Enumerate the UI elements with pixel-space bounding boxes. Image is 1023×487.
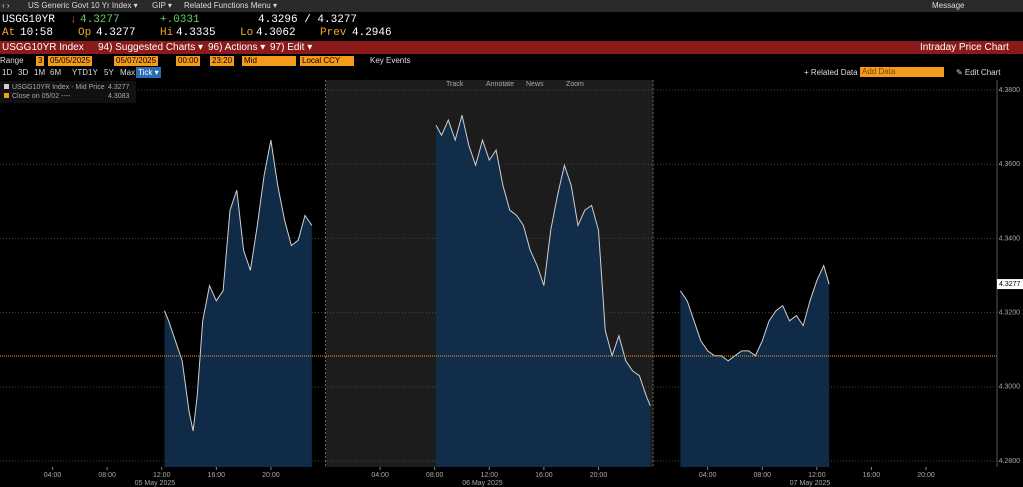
tool[interactable]: Annotate xyxy=(486,81,514,88)
gip-menu[interactable]: GIP ▾ xyxy=(152,1,172,10)
top-bar: ‹ › US Generic Govt 10 Yr Index ▾ GIP ▾ … xyxy=(0,0,1023,12)
area xyxy=(436,115,651,467)
hi: 4.3335 xyxy=(176,27,216,39)
x-tick-label: 16:00 xyxy=(863,472,881,479)
periods: + Related Data Add Data ✎ Edit Chart 1D 3… xyxy=(0,67,1023,78)
hi-label: Hi xyxy=(160,27,174,39)
x-tick-label: 08:00 xyxy=(98,472,116,479)
legend-bg xyxy=(0,81,136,103)
area xyxy=(164,140,312,467)
x-tick-label: 16:00 xyxy=(535,472,553,479)
bid-ask: 4.3296 / 4.3277 xyxy=(258,14,358,26)
line xyxy=(435,115,651,406)
period[interactable]: 1Y xyxy=(88,68,98,77)
edit[interactable]: 97) Edit ▾ xyxy=(270,42,313,53)
legend-value: 4.3083 xyxy=(108,93,130,100)
message[interactable]: Message xyxy=(932,1,965,10)
at: 10:58 xyxy=(20,27,54,39)
period[interactable]: 6M xyxy=(50,68,62,77)
last-price-label: 4.3277 xyxy=(999,281,1021,288)
y-tick-label: 4.3000 xyxy=(999,384,1021,391)
y-tick-label: 4.3800 xyxy=(999,87,1021,94)
x-tick-label: 20:00 xyxy=(262,472,280,479)
controls: Range 3 05/05/2025 05/07/2025 00:00 23:2… xyxy=(0,55,1023,67)
day-label: 05 May 2025 xyxy=(135,480,176,487)
x-tick-label: 20:00 xyxy=(590,472,608,479)
period[interactable]: 5Y xyxy=(104,68,114,77)
chart-title: Intraday Price Chart xyxy=(920,42,1009,53)
prev: 4.2946 xyxy=(352,27,392,39)
related-data[interactable]: + Related Data xyxy=(804,68,858,77)
y-tick-label: 4.3600 xyxy=(999,161,1021,168)
range[interactable]: 3 xyxy=(36,56,45,66)
line xyxy=(164,140,313,432)
period[interactable]: 1M xyxy=(34,68,46,77)
y-tick-label: 4.2800 xyxy=(999,458,1021,465)
menu-bar: USGG10YR Index 94) Suggested Charts ▾ 96… xyxy=(0,41,1023,54)
chart: Track Annotate News Zoom 4.2800 4.3000 4.3200 4… xyxy=(0,80,1023,487)
op-label: Op xyxy=(78,27,92,39)
day-label: 06 May 2025 xyxy=(462,480,503,487)
x-tick-label: 12:00 xyxy=(481,472,499,479)
arrow: ↓ xyxy=(70,14,77,26)
last: 4.3277 xyxy=(80,14,120,26)
nav[interactable]: ‹ › xyxy=(2,1,10,10)
area xyxy=(680,265,830,467)
period[interactable]: 3D xyxy=(18,68,29,77)
day-label: 07 May 2025 xyxy=(790,480,831,487)
ticker: USGG10YR xyxy=(2,14,55,26)
quote: USGG10YR ↓ 4.3277 +.0331 4.3296 / 4.3277… xyxy=(0,13,1023,41)
legend-swatch xyxy=(4,93,9,98)
x-tick-label: 12:00 xyxy=(808,472,826,479)
security[interactable]: USGG10YR Index xyxy=(2,42,84,53)
add-data[interactable]: Add Data xyxy=(860,67,944,77)
period[interactable]: Max xyxy=(120,68,136,77)
lo-label: Lo xyxy=(240,27,254,39)
x-tick-label: 12:00 xyxy=(153,472,171,479)
legend-swatch xyxy=(4,84,9,89)
at-label: At xyxy=(2,27,16,39)
key-events[interactable]: Key Events xyxy=(370,56,411,65)
last-price-tag xyxy=(997,279,1023,290)
actions[interactable]: 96) Actions ▾ xyxy=(208,42,266,53)
y-tick-label: 4.3200 xyxy=(999,309,1021,316)
tool[interactable]: News xyxy=(526,81,544,88)
field[interactable]: Mid xyxy=(242,56,296,66)
x-tick-label: 08:00 xyxy=(753,472,771,479)
x-tick-label: 20:00 xyxy=(917,472,935,479)
x-tick-label: 04:00 xyxy=(371,472,389,479)
x-tick-label: 04:00 xyxy=(44,472,62,479)
start-date[interactable]: 05/05/2025 xyxy=(48,56,93,66)
op: 4.3277 xyxy=(96,27,136,39)
legend-entry: USGG10YR Index - Mid Price xyxy=(12,84,105,91)
line xyxy=(679,264,830,362)
tool[interactable]: Track xyxy=(446,81,464,88)
related-menu[interactable]: Related Functions Menu ▾ xyxy=(184,1,277,10)
x-tick-label: 04:00 xyxy=(699,472,717,479)
legend-value: 4.3277 xyxy=(108,84,130,91)
start-time[interactable]: 00:00 xyxy=(176,56,201,66)
suggested[interactable]: 94) Suggested Charts ▾ xyxy=(98,42,204,53)
change: +.0331 xyxy=(160,14,200,26)
security-menu[interactable]: US Generic Govt 10 Yr Index ▾ xyxy=(28,1,138,10)
x-tick-label: 16:00 xyxy=(208,472,226,479)
prev-label: Prev xyxy=(320,27,347,39)
currency[interactable]: Local CCY xyxy=(300,56,354,66)
tool[interactable]: Zoom xyxy=(566,81,584,88)
period[interactable]: 1D xyxy=(2,68,13,77)
period[interactable]: Tick ▾ xyxy=(136,67,161,78)
legend-entry: Close on 05/02 ---- xyxy=(12,93,71,100)
edit-chart[interactable]: ✎ Edit Chart xyxy=(956,68,1001,77)
period[interactable]: YTD xyxy=(72,68,88,77)
end-date[interactable]: 05/07/2025 xyxy=(114,56,159,66)
y-tick-label: 4.3400 xyxy=(999,235,1021,242)
end-time[interactable]: 23:20 xyxy=(210,56,235,66)
range-label: Range xyxy=(0,56,24,65)
x-tick-label: 08:00 xyxy=(426,472,444,479)
lo: 4.3062 xyxy=(256,27,296,39)
